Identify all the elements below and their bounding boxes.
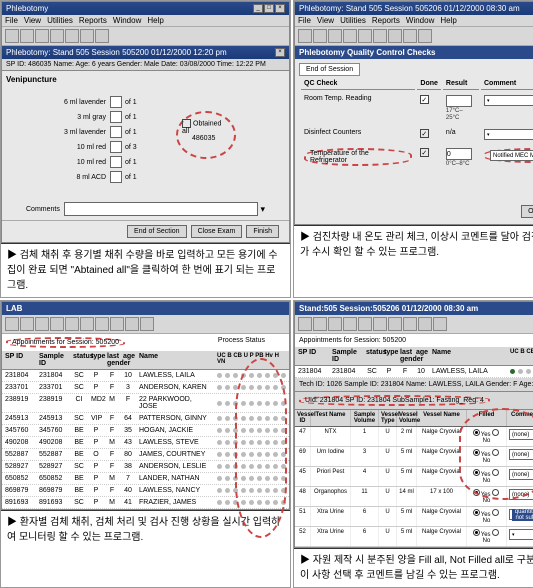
- outer-titlebar-2: Phlebotomy: Stand 505 Session 505206 01/…: [295, 2, 533, 15]
- section-label: Venipuncture: [6, 75, 285, 84]
- filled-comments-highlight: [459, 408, 533, 500]
- outer-titlebar-1: Phlebotomy _□×: [2, 2, 289, 15]
- close-exam-button[interactable]: Close Exam: [191, 225, 243, 238]
- obtained-id: 486035: [192, 135, 215, 142]
- tube-qty-input[interactable]: [110, 156, 122, 168]
- end-section-button[interactable]: End of Section: [127, 225, 187, 238]
- inner-titlebar-1: Phlebotomy: Stand 505 Session 505200 01/…: [2, 46, 289, 59]
- appointments-label-4: Appointments for Session: 505200: [295, 334, 410, 347]
- vessel-row[interactable]: 52Xtra Urine6U5 mlNalge CryovialYes No: [295, 527, 533, 547]
- ok-button[interactable]: OK: [521, 205, 533, 218]
- vessel-row[interactable]: 51Xtra Urine6U5 mlNalge CryovialYes Noqu…: [295, 507, 533, 527]
- panel-vessel-processing: Stand:505 Session:505206 01/12/2000 08:3…: [293, 300, 533, 588]
- sp-info-1: SP ID: 486035 Name: Age: 6 years Gender:…: [2, 59, 289, 71]
- tube-qty-input[interactable]: [110, 111, 122, 123]
- toolbar-2[interactable]: [295, 27, 533, 46]
- toolbar-3[interactable]: [2, 315, 289, 334]
- qc-title: Phlebotomy Quality Control Checks: [295, 46, 533, 59]
- process-status-highlight: [235, 358, 287, 538]
- appointments-label: Appointments for Session: 505200: [6, 337, 125, 348]
- lab-title: LAB: [2, 302, 289, 315]
- inner-title-1: Phlebotomy: Stand 505 Session 505200 01/…: [6, 48, 227, 57]
- panel-lab-appointments: LAB Appointments for Session: 505200 Pro…: [0, 300, 291, 588]
- caption-2: ▶ 검진차량 내 온도 관리 체크, 이상시 코멘트를 달아 검진차량 관리자가…: [294, 225, 533, 264]
- outer-title-2: Phlebotomy: Stand 505 Session 505206 01/…: [299, 4, 520, 13]
- result-input[interactable]: [446, 95, 472, 107]
- panel-qc-checks: Phlebotomy: Stand 505 Session 505206 01/…: [293, 0, 533, 298]
- table-row[interactable]: 231804231804SCPF10LAWLESS, LAILA: [295, 366, 533, 378]
- obtained-all-highlight: Obtained all 486035: [176, 111, 236, 159]
- comment-label: Comments: [26, 206, 60, 213]
- comment-select[interactable]: Notified MEC Manager: [490, 150, 533, 161]
- result-input[interactable]: [446, 148, 472, 160]
- comment-select[interactable]: [484, 95, 533, 106]
- qc-check: Room Temp. Reading: [301, 92, 415, 124]
- tube-qty-input[interactable]: [110, 171, 122, 183]
- stand-title: Stand:505 Session:505206 01/12/2000 08:3…: [295, 302, 533, 315]
- filled-yes-radio[interactable]: [473, 509, 480, 516]
- close-icon[interactable]: ×: [275, 4, 285, 13]
- obtained-all-checkbox[interactable]: [182, 119, 191, 128]
- comment-select[interactable]: [509, 529, 533, 540]
- finish-button[interactable]: Finish: [246, 225, 279, 238]
- qc-table: QC CheckDoneResultComment Room Temp. Rea…: [299, 76, 533, 172]
- done-checkbox[interactable]: ✓: [420, 95, 429, 104]
- tab-end-session[interactable]: End of Session: [299, 63, 360, 76]
- refrigerator-highlight: Temperature of the Refrigerator: [304, 148, 412, 166]
- done-checkbox[interactable]: ✓: [420, 129, 429, 138]
- layout-grid: Phlebotomy _□× FileViewUtilitiesReportsW…: [0, 0, 533, 588]
- min-icon[interactable]: _: [253, 4, 263, 13]
- tube-qty-input[interactable]: [110, 141, 122, 153]
- outer-title-1: Phlebotomy: [6, 4, 48, 13]
- filled-no-radio[interactable]: [492, 529, 499, 536]
- comment-input[interactable]: [64, 202, 259, 216]
- max-icon[interactable]: □: [264, 4, 274, 13]
- menubar-2[interactable]: FileViewUtilitiesReportsWindowHelp: [295, 15, 533, 27]
- done-checkbox[interactable]: ✓: [420, 148, 429, 157]
- comment-select[interactable]: quantity not suff: [509, 509, 533, 520]
- toolbar-1[interactable]: [2, 27, 289, 46]
- menubar-1[interactable]: FileViewUtilitiesReportsWindowHelp: [2, 15, 289, 27]
- tech-info: Tech ID: 1026 Sample ID: 231804 Name: LA…: [295, 378, 533, 392]
- comment-select[interactable]: [484, 129, 533, 140]
- tube-qty-input[interactable]: [110, 126, 122, 138]
- close-icon[interactable]: ×: [275, 48, 285, 57]
- tube-qty-input[interactable]: [110, 96, 122, 108]
- filled-yes-radio[interactable]: [473, 529, 480, 536]
- comment-highlight: Notified MEC Manager: [484, 148, 533, 163]
- caption-1: ▶ 검체 채취 후 용기별 채취 수량을 바로 입력하고 모든 용기에 수집이 …: [1, 243, 290, 297]
- caption-4: ▶ 자원 제작 시 분주된 양을 Fill all, Not Filled al…: [294, 548, 533, 587]
- panel-phlebotomy-tubes: Phlebotomy _□× FileViewUtilitiesReportsW…: [0, 0, 291, 298]
- filled-no-radio[interactable]: [492, 509, 499, 516]
- toolbar-4[interactable]: [295, 315, 533, 334]
- tube-label: 6 ml lavender: [26, 99, 106, 106]
